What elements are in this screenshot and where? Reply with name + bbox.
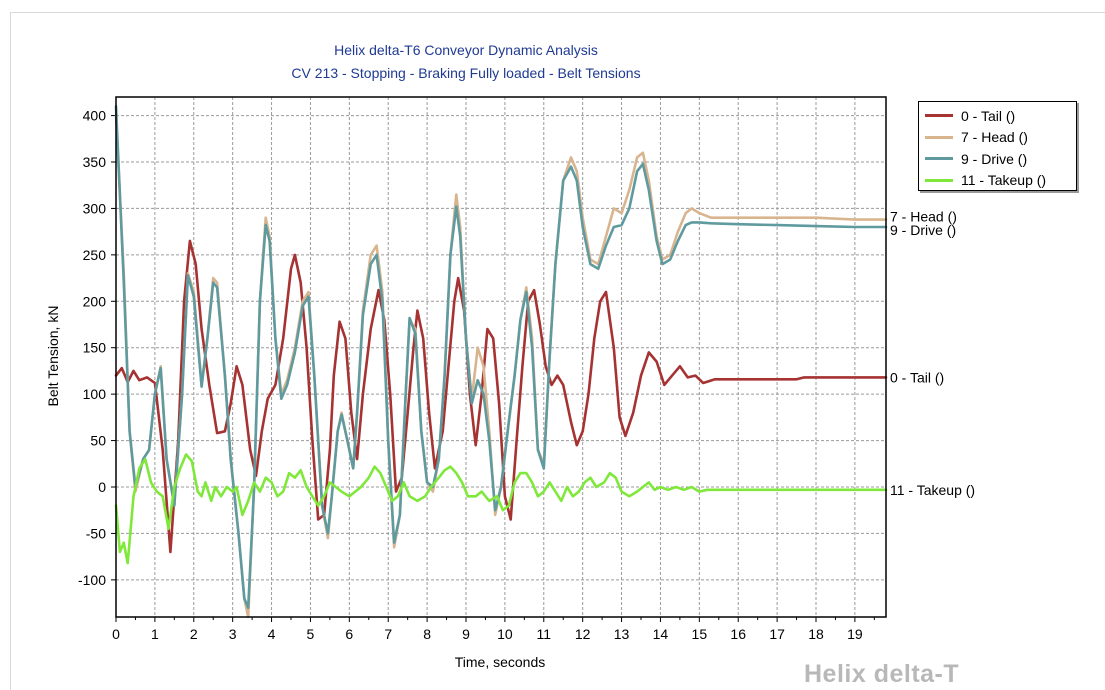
x-tick-label: 13: [614, 626, 630, 642]
legend-label-takeup: 11 - Takeup (): [961, 172, 1047, 189]
legend-swatch-takeup: [925, 178, 953, 182]
chart-title: Helix delta-T6 Conveyor Dynamic Analysis: [334, 42, 598, 58]
chart-legend: 0 - Tail () 7 - Head () 9 - Drive () 11 …: [918, 101, 1077, 191]
legend-label-drive: 9 - Drive (): [961, 150, 1028, 167]
legend-item-drive: 9 - Drive (): [925, 148, 1076, 170]
frame-left-border: [10, 12, 11, 690]
x-tick-label: 14: [653, 626, 669, 642]
x-tick-label: 8: [423, 626, 431, 642]
y-tick-label: 200: [83, 293, 107, 309]
x-tick-label: 5: [307, 626, 315, 642]
y-tick-label: -100: [78, 572, 106, 588]
series-end-labels: 0 - Tail () 7 - Head ()9 - Drive () 11 - T…: [890, 209, 975, 498]
x-tick-label: 16: [730, 626, 746, 642]
y-tick-label: 250: [83, 247, 107, 263]
y-tick-label: 150: [83, 340, 107, 356]
x-tick-label: 10: [497, 626, 513, 642]
legend-label-head: 7 - Head (): [961, 129, 1028, 146]
y-tick-label: -50: [86, 525, 106, 541]
x-tick-label: 9: [462, 626, 470, 642]
series-line-takeup: [114, 453, 888, 565]
x-tick-label: 2: [190, 626, 198, 642]
x-tick-label: 3: [229, 626, 237, 642]
helix-watermark: Helix delta-T: [804, 660, 960, 688]
x-tick-label: 6: [345, 626, 353, 642]
end-label-tail: 0 - Tail (): [890, 369, 944, 385]
x-tick-label: 19: [847, 626, 863, 642]
series-line-head: [114, 114, 888, 619]
end-label-head: 7 - Head (): [890, 209, 957, 225]
y-tick-label: 0: [98, 479, 106, 495]
x-tick-label: 7: [384, 626, 392, 642]
y-tick-label: 350: [83, 154, 107, 170]
series-line-drive: [114, 105, 888, 609]
y-tick-label: 100: [83, 386, 107, 402]
chart-subtitle: CV 213 - Stopping - Braking Fully loaded…: [291, 65, 640, 81]
legend-item-tail: 0 - Tail (): [925, 105, 1076, 127]
x-axis-label: Time, seconds: [455, 654, 546, 670]
x-tick-label: 18: [808, 626, 824, 642]
y-axis-label: Belt Tension, kN: [45, 306, 61, 407]
legend-item-takeup: 11 - Takeup (): [925, 170, 1076, 192]
grid-lines: [116, 97, 886, 617]
x-tick-label: 12: [575, 626, 591, 642]
x-tick-label: 11: [537, 626, 552, 642]
x-tick-label: 15: [692, 626, 708, 642]
x-tick-label: 4: [268, 626, 276, 642]
end-label-drive: 9 - Drive (): [890, 222, 956, 238]
legend-swatch-tail: [925, 114, 953, 118]
plot-area-border: [115, 96, 887, 618]
x-tick-label: 1: [151, 626, 159, 642]
y-tick-label: 300: [83, 200, 107, 216]
series-lines: [114, 105, 888, 619]
legend-item-head: 7 - Head (): [925, 127, 1076, 149]
y-tick-label: 50: [90, 433, 106, 449]
x-tick-label: 17: [769, 626, 785, 642]
frame-top-border: [10, 12, 1105, 13]
legend-label-tail: 0 - Tail (): [961, 107, 1016, 124]
x-tick-label: 0: [112, 626, 120, 642]
end-label-takeup: 11 - Takeup (): [890, 482, 975, 498]
legend-swatch-drive: [925, 157, 953, 161]
legend-swatch-head: [925, 135, 953, 139]
y-tick-label: 400: [83, 108, 107, 124]
